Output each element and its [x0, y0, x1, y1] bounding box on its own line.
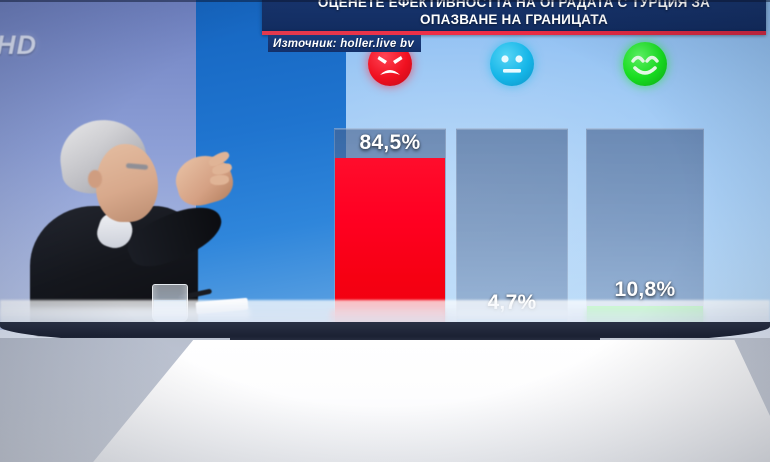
studio-desk	[78, 340, 770, 462]
hd-channel-logo: HD	[0, 30, 37, 60]
bar-value-negative: 84,5%	[359, 131, 421, 154]
source-credit: Източник: holler.live bv	[268, 35, 422, 52]
happy-face-icon	[623, 42, 667, 86]
frame-top-edge	[0, 0, 770, 2]
presenter-ear	[88, 170, 102, 188]
bar-value-positive: 10,8%	[614, 278, 676, 301]
lower-third-banner: ОЦЕНЕТЕ ЕФЕКТИВНОСТТА НА ОГРАДАТА С ТУРЦ…	[262, 0, 766, 31]
banner-title-line2: ОПАЗВАНЕ НА ГРАНИЦАТА	[420, 12, 608, 27]
banner-title: ОЦЕНЕТЕ ЕФЕКТИВНОСТТА НА ОГРАДАТА С ТУРЦ…	[262, 0, 766, 28]
bar-group-negative: 84,5%	[334, 42, 446, 343]
presenter-face	[96, 144, 158, 222]
banner-accent-rule	[262, 31, 766, 35]
bar-group-positive: 10,8%	[586, 42, 704, 343]
neutral-face-icon	[490, 42, 534, 86]
bar-column-neutral: 4,7%	[456, 128, 568, 330]
desk-back-edge	[0, 300, 770, 324]
bar-group-neutral: 4,7%	[456, 42, 568, 343]
banner-title-line1: ОЦЕНЕТЕ ЕФЕКТИВНОСТТА НА ОГРАДАТА С ТУРЦ…	[317, 0, 711, 10]
